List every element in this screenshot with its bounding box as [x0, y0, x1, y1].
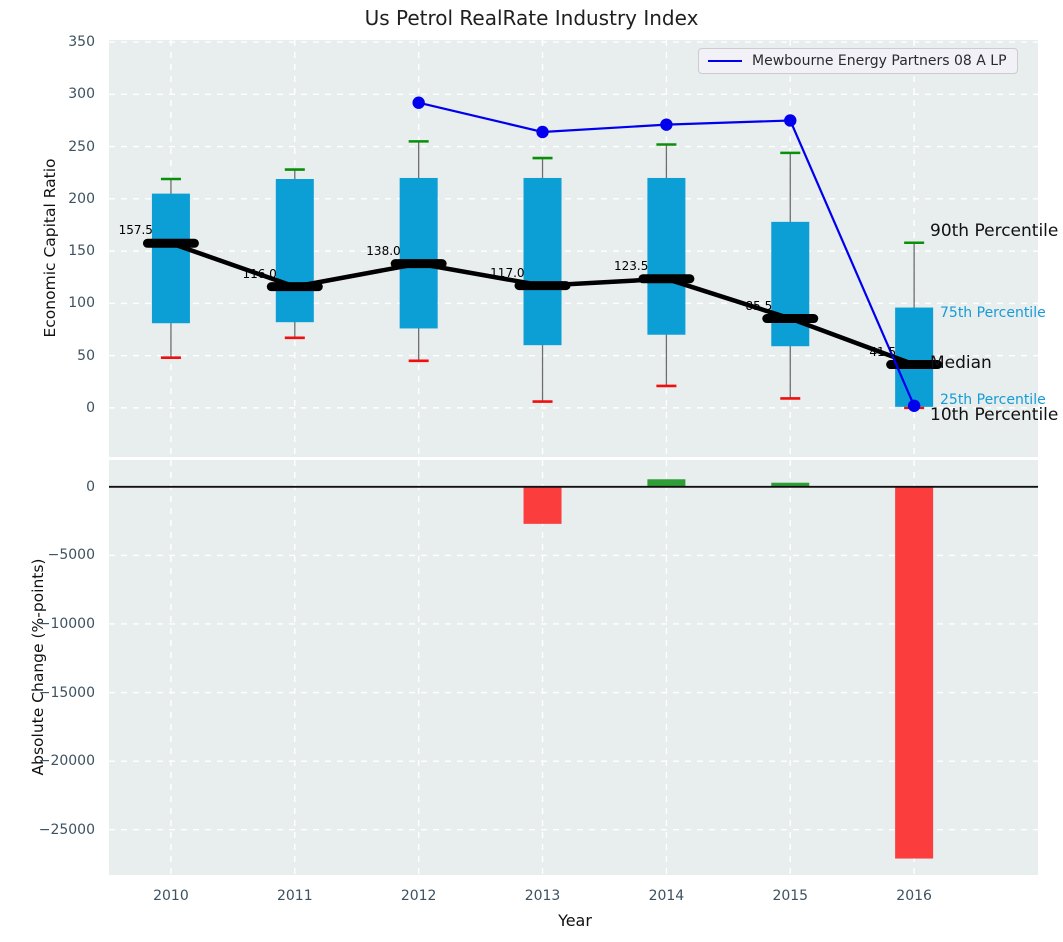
y-tick-label-bottom--5000: −5000	[47, 547, 95, 564]
y-tick-label-top-100: 100	[68, 295, 95, 312]
y-tick-label-top-350: 350	[68, 34, 95, 51]
y-tick-label-top-50: 50	[77, 347, 95, 364]
annotation-90th-percentile: 90th Percentile	[930, 221, 1059, 242]
annotation-10th-percentile: 10th Percentile	[930, 405, 1059, 426]
median-marker-2013	[514, 281, 571, 291]
change-bar-2015	[771, 482, 810, 487]
bottom-plot-area	[109, 460, 1038, 875]
y-tick-label-top-300: 300	[68, 86, 95, 103]
box-2012	[399, 177, 438, 329]
x-tick-label-2016: 2016	[896, 888, 932, 904]
median-value-label-2012: 138.0	[366, 243, 401, 258]
change-bar-2014	[647, 479, 686, 487]
company-point-2014	[660, 118, 673, 131]
annotation-75th-percentile: 75th Percentile	[940, 304, 1046, 321]
y-tick-label-top-150: 150	[68, 243, 95, 260]
legend-label: Mewbourne Energy Partners 08 A LP	[752, 53, 1007, 69]
box-2014	[647, 177, 686, 335]
median-marker-2015	[762, 314, 819, 324]
x-tick-label-2013: 2013	[524, 888, 561, 904]
median-value-label-2010: 157.5	[118, 223, 153, 238]
box-2010	[151, 193, 190, 324]
median-value-label-2013: 117.0	[490, 265, 525, 280]
median-value-label-2011: 116.0	[242, 266, 277, 281]
y-axis-label-bottom: Absolute Change (%-points)	[29, 558, 47, 776]
company-point-2016	[907, 399, 921, 412]
y-tick-label-top-250: 250	[68, 138, 95, 155]
median-marker-2014	[638, 274, 695, 284]
x-tick-label-2014: 2014	[648, 888, 685, 904]
annotation-median: Median	[930, 352, 992, 373]
box-2013	[523, 177, 562, 346]
x-tick-label-2010: 2010	[153, 888, 189, 904]
median-marker-2012	[390, 259, 447, 269]
median-marker-2010	[142, 238, 199, 248]
y-tick-label-bottom--15000: −15000	[38, 684, 95, 701]
company-point-2015	[784, 114, 797, 127]
box-2011	[275, 179, 314, 323]
median-marker-2011	[266, 282, 323, 292]
chart-title: Us Petrol RealRate Industry Index	[364, 6, 699, 30]
median-value-label-2014: 123.5	[614, 258, 649, 273]
x-tick-label-2011: 2011	[276, 888, 313, 904]
y-tick-label-top-200: 200	[68, 190, 95, 207]
median-value-label-2016: 41.5	[869, 344, 897, 359]
annotation-25th-percentile: 25th Percentile	[940, 391, 1046, 408]
legend-line-sample	[708, 60, 742, 62]
company-point-2013	[536, 125, 549, 139]
change-bar-2016	[895, 486, 934, 859]
x-axis-label: Year	[558, 911, 592, 930]
box-2015	[771, 221, 810, 347]
legend: Mewbourne Energy Partners 08 A LP	[698, 48, 1018, 74]
y-tick-label-top-0: 0	[86, 399, 95, 416]
y-tick-label-bottom--25000: −25000	[38, 821, 95, 838]
x-tick-label-2015: 2015	[772, 888, 809, 904]
y-tick-label-bottom--20000: −20000	[38, 753, 95, 770]
median-marker-2016	[886, 360, 943, 370]
median-value-label-2015: 85.5	[745, 298, 773, 313]
company-point-2012	[412, 96, 425, 109]
box-2016	[895, 307, 934, 407]
top-plot-area	[109, 40, 1038, 457]
x-tick-label-2012: 2012	[400, 888, 437, 904]
change-bar-2013	[523, 486, 562, 524]
y-tick-label-bottom--10000: −10000	[38, 615, 95, 632]
y-tick-label-bottom-0: 0	[86, 478, 95, 495]
